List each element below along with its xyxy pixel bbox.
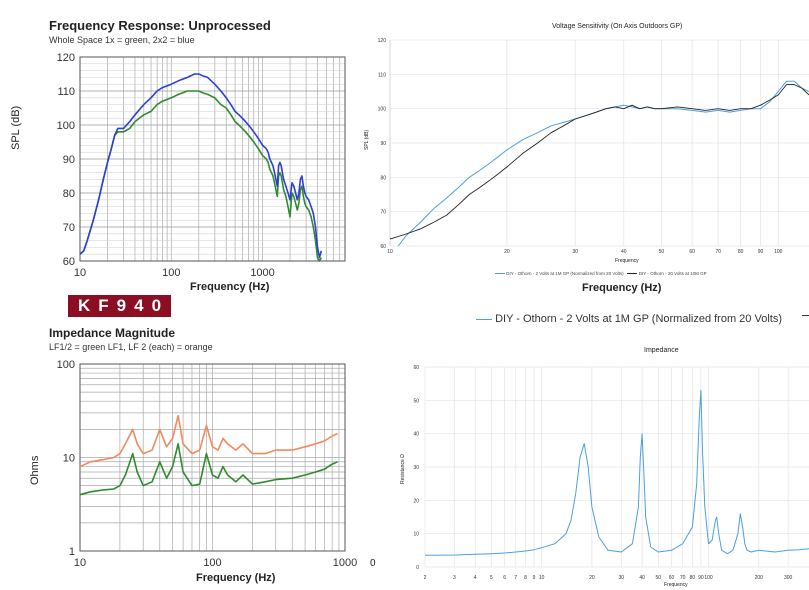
series-orange-line xyxy=(79,414,338,468)
x-tick-label: 10 xyxy=(74,557,86,569)
series-green-line xyxy=(79,90,323,262)
legend-outside-swatch-black xyxy=(802,315,809,316)
chart2-legend-outside: DIY - Othorn - 2 Volts at 1M GP (Normali… xyxy=(476,313,782,325)
x-tick-label: 8 xyxy=(524,575,527,581)
y-tick-label: 20 xyxy=(413,498,419,504)
chart1-ylabel: SPL (dB) xyxy=(10,105,22,150)
y-tick-label: 100 xyxy=(57,120,75,132)
x-tick-label: 10 xyxy=(387,249,393,255)
x-tick-label: 60 xyxy=(689,249,695,255)
x-tick-label: 200 xyxy=(755,575,764,581)
x-tick-label: 100 xyxy=(203,557,221,569)
y-tick-label: 90 xyxy=(63,154,75,166)
x-tick-label: 40 xyxy=(639,575,645,581)
x-tick-label: 20 xyxy=(504,249,510,255)
chart2-legend-outside-text: DIY - Othorn - 2 Volts at 1M GP (Normali… xyxy=(495,313,782,325)
chart2-legend-1: DIY - Othorn - 2 Volts at 1M GP (Normali… xyxy=(506,271,624,276)
y-tick-label: 110 xyxy=(57,86,75,98)
plot-frame xyxy=(79,56,346,262)
x-tick-label: 70 xyxy=(715,249,721,255)
x-tick-label: 50 xyxy=(656,575,662,581)
y-tick-label: 60 xyxy=(380,244,386,250)
x-tick-label: 10 xyxy=(74,267,86,279)
chart2-x-title-outside: Frequency (Hz) xyxy=(582,282,662,294)
chart2-ylabel: SPL (dB) xyxy=(364,129,370,150)
x-tick-label: 5 xyxy=(490,575,493,581)
x-tick-label: 4 xyxy=(474,575,477,581)
y-tick-label: 100 xyxy=(57,359,75,371)
chart4-title: Impedance xyxy=(644,347,679,354)
y-tick-label: 70 xyxy=(63,222,75,234)
chart1-subtitle: Whole Space 1x = green, 2x2 = blue xyxy=(49,35,195,45)
x-tick-label: 90 xyxy=(698,575,704,581)
chart2-legend: DIY - Othorn - 2 Volts at 1M GP (Normali… xyxy=(495,271,707,276)
x-tick-label: 1000 xyxy=(333,557,357,569)
x-tick-label: 50 xyxy=(659,249,665,255)
series-green-line xyxy=(79,442,338,496)
legend-outside-swatch xyxy=(476,318,492,320)
x-tick-label: 20 xyxy=(589,575,595,581)
x-tick-label: 1000 xyxy=(250,267,274,279)
series-blue-line xyxy=(424,389,809,556)
x-tick-label: 6 xyxy=(503,575,506,581)
legend-swatch-black xyxy=(627,273,638,275)
x-tick-label: 3 xyxy=(453,575,456,581)
legend-swatch-blue xyxy=(495,273,505,275)
x-tick-label: 30 xyxy=(572,249,578,255)
y-tick-label: 110 xyxy=(378,72,386,78)
y-tick-label: 60 xyxy=(63,256,75,268)
x-tick-label: 70 xyxy=(680,575,686,581)
series-blue-line xyxy=(79,73,323,259)
x-tick-label: 60 xyxy=(669,575,675,581)
y-tick-label: 50 xyxy=(413,398,419,404)
chart4-xlabel: Frequency xyxy=(664,582,688,588)
x-tick-label: 10 xyxy=(539,575,545,581)
y-tick-label: 30 xyxy=(413,465,419,471)
y-tick-label: 100 xyxy=(378,107,387,113)
chart3-xlabel: Frequency (Hz) xyxy=(196,572,276,584)
y-tick-label: 10 xyxy=(63,453,75,465)
x-tick-label: 2 xyxy=(424,575,427,581)
y-tick-label: 70 xyxy=(380,210,386,216)
y-tick-label: 80 xyxy=(63,188,75,200)
chart4-ylabel: Resistance Ω xyxy=(400,454,406,484)
y-tick-label: 90 xyxy=(380,141,386,147)
x-tick-label: 7 xyxy=(514,575,517,581)
chart1-title: Frequency Response: Unprocessed xyxy=(49,18,271,33)
chart3-ylabel: Ohms xyxy=(29,455,41,485)
chart2-xlabel: Frequency xyxy=(615,258,639,264)
plot-frame xyxy=(79,363,346,552)
x-tick-label: 40 xyxy=(621,249,627,255)
x-tick-label: 100 xyxy=(704,575,713,581)
kf-badge: KF940 xyxy=(68,295,172,317)
y-tick-label: 1 xyxy=(69,546,75,558)
chart1-xlabel: Frequency (Hz) xyxy=(190,281,270,293)
chart3-subtitle: LF1/2 = green LF1, LF 2 (each) = orange xyxy=(49,342,213,352)
chart2-title: Voltage Sensitivity (On Axis Outdoors GP… xyxy=(552,23,683,30)
y-tick-label: 10 xyxy=(413,532,419,538)
x-tick-label: 9 xyxy=(533,575,536,581)
x-tick-label: 30 xyxy=(618,575,624,581)
x-tick-label: 80 xyxy=(738,249,744,255)
chart3-title: Impedance Magnitude xyxy=(49,326,176,340)
y-tick-label: 120 xyxy=(378,38,387,44)
series-blue-line xyxy=(397,80,809,247)
y-tick-label: 120 xyxy=(57,52,75,64)
x-tick-label: 80 xyxy=(690,575,696,581)
x-tick-label: 100 xyxy=(774,249,783,255)
x-tick-label: 90 xyxy=(758,249,764,255)
chart2-legend-2: DIY - Othorn - 20 Volts at 10M GP xyxy=(638,271,707,276)
series-black-line xyxy=(389,84,809,240)
y-tick-label: 80 xyxy=(380,175,386,181)
y-tick-label: 40 xyxy=(413,432,419,438)
stray-label: 0 xyxy=(370,558,376,569)
x-tick-label: 300 xyxy=(784,575,793,581)
y-tick-label: 60 xyxy=(413,365,419,371)
y-tick-label: 0 xyxy=(416,565,419,571)
x-tick-label: 100 xyxy=(162,267,180,279)
